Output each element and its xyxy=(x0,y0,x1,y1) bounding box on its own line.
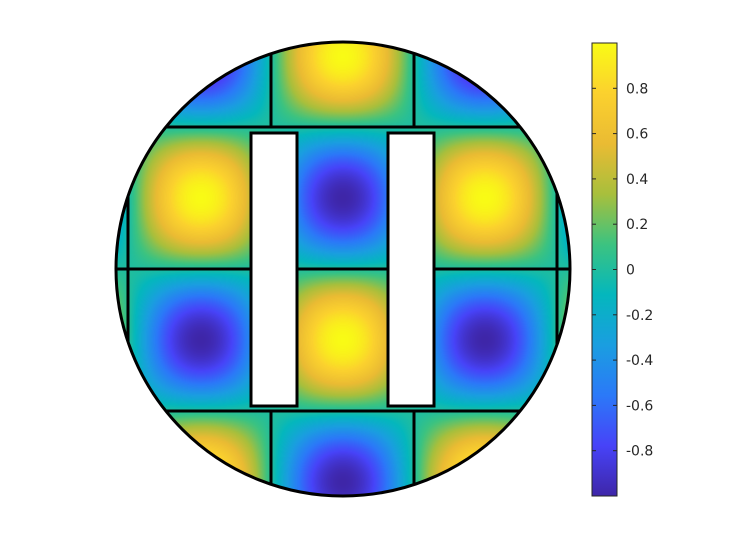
colorbar-ticks: 0.8 0.6 0.4 0.2 0 -0.2 -0.4 -0.6 -0.8 xyxy=(592,81,653,460)
colorbar-tick-label: -0.2 xyxy=(626,308,653,324)
colorbar-tick-label: -0.4 xyxy=(626,353,653,369)
hole-left xyxy=(249,131,299,408)
colorbar-tick-label: 0.2 xyxy=(626,217,648,233)
hole-right xyxy=(386,131,436,408)
colorbar-tick-label: 0 xyxy=(626,263,635,279)
field-plot xyxy=(114,40,572,498)
colorbar-tick-label: 0.4 xyxy=(626,172,648,188)
domain-boundary xyxy=(114,40,572,498)
colorbar-tick-label: 0.6 xyxy=(626,127,648,143)
colorbar-tick-label: -0.8 xyxy=(626,444,653,460)
colorbar-tick-label: 0.8 xyxy=(626,81,648,97)
colorbar-tick-label: -0.6 xyxy=(626,398,653,414)
colorbar: 0.8 0.6 0.4 0.2 0 -0.2 -0.4 -0.6 -0.8 xyxy=(591,42,653,497)
